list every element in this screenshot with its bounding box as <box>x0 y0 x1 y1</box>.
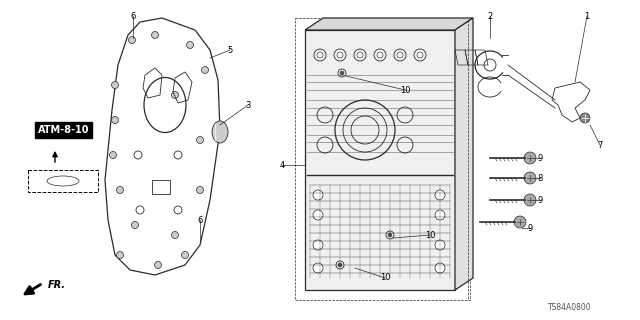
Text: 9: 9 <box>538 196 543 204</box>
Circle shape <box>131 221 138 228</box>
Circle shape <box>152 31 159 38</box>
Circle shape <box>313 263 323 273</box>
Text: 10: 10 <box>425 230 435 239</box>
Text: ATM-8-10: ATM-8-10 <box>38 125 90 135</box>
Text: 10: 10 <box>380 274 390 283</box>
Circle shape <box>172 92 179 99</box>
Circle shape <box>435 263 445 273</box>
Bar <box>295 18 470 300</box>
Text: 5: 5 <box>227 45 232 54</box>
Circle shape <box>129 36 136 44</box>
Circle shape <box>196 187 204 194</box>
Circle shape <box>172 231 179 238</box>
Text: 9: 9 <box>538 154 543 163</box>
Circle shape <box>524 172 536 184</box>
Text: 4: 4 <box>280 161 285 170</box>
Circle shape <box>111 82 118 89</box>
Circle shape <box>580 113 590 123</box>
Text: FR.: FR. <box>48 280 66 290</box>
Circle shape <box>109 151 116 158</box>
Text: 8: 8 <box>538 173 543 182</box>
Circle shape <box>116 187 124 194</box>
Circle shape <box>435 190 445 200</box>
Polygon shape <box>455 18 473 290</box>
Text: TS84A0800: TS84A0800 <box>548 303 591 313</box>
Text: 10: 10 <box>400 85 410 94</box>
Text: 9: 9 <box>527 223 532 233</box>
Circle shape <box>514 216 526 228</box>
Circle shape <box>435 240 445 250</box>
Bar <box>28 170 98 192</box>
Polygon shape <box>105 18 220 275</box>
Circle shape <box>313 190 323 200</box>
Circle shape <box>340 71 344 75</box>
Text: 6: 6 <box>131 12 136 20</box>
Circle shape <box>524 194 536 206</box>
Circle shape <box>388 233 392 237</box>
Bar <box>305 30 455 290</box>
Circle shape <box>202 67 209 74</box>
Circle shape <box>313 240 323 250</box>
Circle shape <box>182 252 189 259</box>
Circle shape <box>524 152 536 164</box>
Circle shape <box>154 261 161 268</box>
Bar <box>152 180 170 194</box>
Text: 7: 7 <box>597 140 603 149</box>
Text: 2: 2 <box>488 12 493 20</box>
Circle shape <box>338 263 342 267</box>
Ellipse shape <box>212 121 228 143</box>
Circle shape <box>186 42 193 49</box>
Text: 1: 1 <box>584 12 589 20</box>
Circle shape <box>313 210 323 220</box>
Circle shape <box>116 252 124 259</box>
Polygon shape <box>305 18 473 30</box>
Text: 6: 6 <box>197 215 203 225</box>
Text: ATM-8-10: ATM-8-10 <box>38 125 90 135</box>
Circle shape <box>111 116 118 124</box>
Circle shape <box>435 210 445 220</box>
Text: 3: 3 <box>245 100 251 109</box>
Circle shape <box>196 137 204 143</box>
